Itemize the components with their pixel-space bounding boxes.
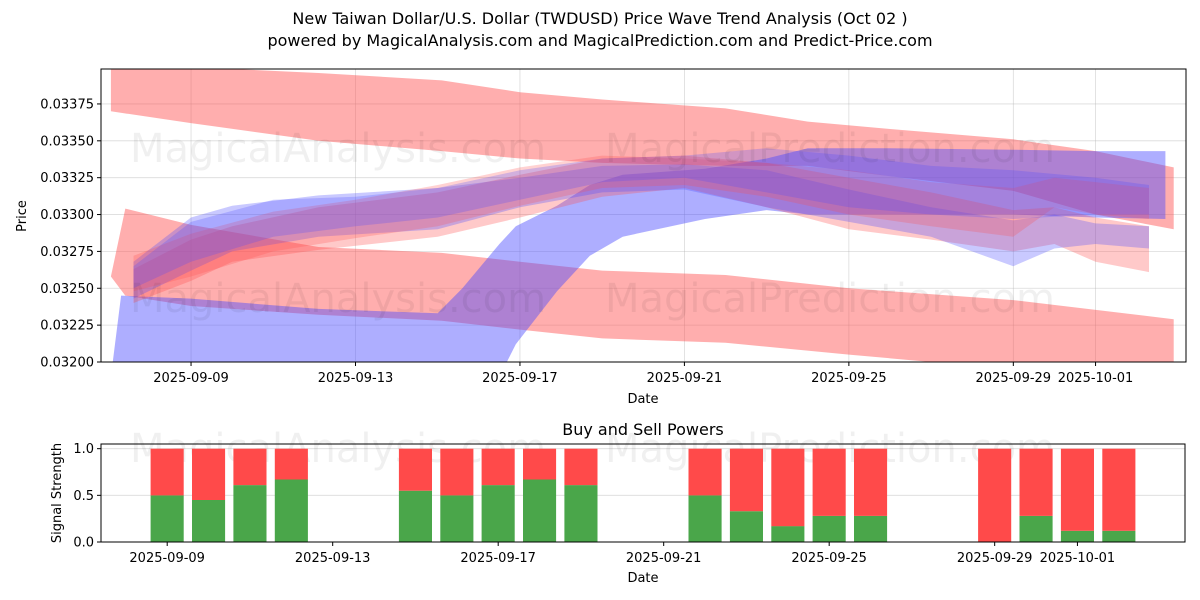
- buy-bar: [274, 479, 308, 542]
- signal-x-tick-label: 2025-09-13: [295, 551, 371, 566]
- buy-bar: [233, 485, 267, 542]
- price-band-red-0: [110, 69, 1174, 230]
- main-x-tick-label: 2025-09-17: [482, 371, 558, 386]
- sell-bar: [771, 448, 805, 527]
- main-y-tick-label: 0.03350: [40, 134, 94, 149]
- sell-bar: [440, 448, 474, 496]
- sell-bar: [688, 448, 722, 496]
- sell-bar: [1019, 448, 1053, 516]
- main-watermarks: MagicalAnalysis.com MagicalPrediction.com…: [130, 126, 1055, 322]
- signal-plot-frame: [100, 443, 1186, 543]
- watermark-text: MagicalPrediction.com: [605, 126, 1055, 172]
- sell-bar: [812, 448, 846, 516]
- main-x-tick-label: 2025-09-25: [811, 371, 887, 386]
- sell-bar: [1060, 448, 1094, 531]
- signal-y-tick-label: 0.0: [73, 536, 94, 551]
- sell-bar: [233, 448, 267, 486]
- price-band-red-1: [110, 208, 1174, 362]
- price-bands: [110, 69, 1174, 362]
- sell-bar: [854, 448, 888, 516]
- buy-bar: [398, 490, 432, 542]
- signal-y-axis-label: Signal Strength: [50, 443, 65, 543]
- sell-bar: [481, 448, 515, 486]
- main-x-tick-label: 2025-09-29: [976, 371, 1052, 386]
- sell-bar: [192, 448, 226, 500]
- price-band-red-5: [133, 155, 1149, 292]
- sell-bar: [398, 448, 432, 491]
- price-band-blue-4: [133, 164, 1149, 299]
- buy-bar: [150, 495, 184, 542]
- main-x-axis-label: Date: [627, 392, 658, 407]
- main-y-tick-label: 0.03200: [40, 356, 94, 371]
- main-y-tick-label: 0.03375: [40, 97, 94, 112]
- signal-chart-title: Buy and Sell Powers: [562, 420, 724, 439]
- watermark-text: MagicalAnalysis.com: [130, 276, 546, 322]
- buy-bar: [440, 495, 474, 542]
- watermark-text: MagicalAnalysis.com: [130, 126, 546, 172]
- sell-bar: [523, 448, 557, 480]
- main-y-tick-label: 0.03225: [40, 319, 94, 334]
- buy-bar: [192, 500, 226, 542]
- sell-bar: [274, 448, 308, 480]
- price-band-red-3: [133, 155, 1149, 303]
- sell-bar: [564, 448, 598, 486]
- signal-x-axis-label: Date: [627, 571, 658, 586]
- watermark-text: MagicalPrediction.com: [605, 276, 1055, 322]
- main-y-tick-label: 0.03300: [40, 208, 94, 223]
- signal-y-tick-label: 0.5: [73, 489, 94, 504]
- buy-bar: [688, 495, 722, 542]
- main-x-tick-label: 2025-09-13: [318, 371, 394, 386]
- main-x-tick-label: 2025-09-09: [153, 371, 229, 386]
- signal-y-tick-label: 1.0: [73, 442, 94, 457]
- chart-subtitle: powered by MagicalAnalysis.com and Magic…: [267, 31, 933, 50]
- chart-title: New Taiwan Dollar/U.S. Dollar (TWDUSD) P…: [292, 9, 908, 28]
- signal-x-tick-label: 2025-09-17: [460, 551, 536, 566]
- buy-bar: [523, 479, 557, 542]
- buy-bar: [1060, 530, 1094, 542]
- main-x-ticks: 2025-09-09 2025-09-13 2025-09-17 2025-09-21…: [153, 362, 1133, 386]
- main-x-tick-label: 2025-10-01: [1058, 371, 1134, 386]
- buy-bar: [1102, 530, 1136, 542]
- buy-bar: [771, 526, 805, 542]
- buy-bar: [481, 485, 515, 542]
- sell-bar: [150, 448, 184, 496]
- signal-x-tick-label: 2025-09-25: [791, 551, 867, 566]
- price-band-blue-6: [133, 148, 1149, 289]
- buy-bar: [1019, 515, 1053, 542]
- signal-x-tick-label: 2025-09-29: [957, 551, 1033, 566]
- signal-x-tick-label: 2025-10-01: [1040, 551, 1116, 566]
- main-y-tick-label: 0.03325: [40, 171, 94, 186]
- signal-bars: [150, 448, 1136, 542]
- signal-y-ticks: 0.0 0.5 1.0: [73, 442, 101, 551]
- main-plot-frame: [100, 68, 1187, 363]
- main-y-tick-label: 0.03275: [40, 245, 94, 260]
- main-y-tick-label: 0.03250: [40, 282, 94, 297]
- signal-x-ticks: 2025-09-09 2025-09-13 2025-09-17 2025-09-21…: [129, 542, 1115, 566]
- buy-bar: [564, 485, 598, 542]
- buy-bar: [812, 515, 846, 542]
- sell-bar: [729, 448, 763, 512]
- main-y-axis-label: Price: [15, 200, 30, 232]
- price-band-blue-2: [112, 148, 1166, 362]
- signal-x-tick-label: 2025-09-09: [129, 551, 205, 566]
- main-y-ticks: 0.03200 0.03225 0.03250 0.03275 0.03300 0.033…: [40, 97, 101, 371]
- sell-bar: [978, 448, 1012, 542]
- buy-bar: [854, 515, 888, 542]
- sell-bar: [1102, 448, 1136, 531]
- main-x-tick-label: 2025-09-21: [647, 371, 723, 386]
- buy-bar: [729, 511, 763, 542]
- signal-x-tick-label: 2025-09-21: [626, 551, 702, 566]
